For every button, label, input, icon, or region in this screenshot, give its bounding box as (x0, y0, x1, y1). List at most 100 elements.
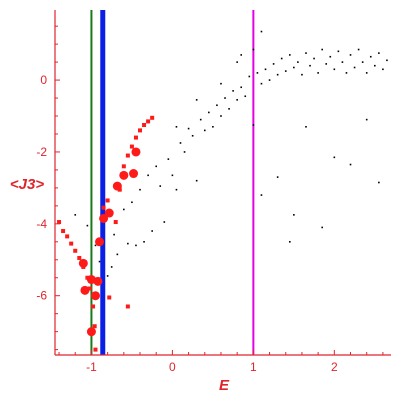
point-dot-29 (208, 111, 210, 114)
point-square-24 (107, 295, 112, 300)
point-dot-1 (86, 224, 89, 227)
point-dot-42 (264, 68, 267, 71)
point-square-3 (69, 241, 74, 246)
point-square-4 (73, 248, 78, 253)
point-circle-4 (93, 276, 103, 286)
point-circle-0 (86, 327, 96, 337)
point-circle-11 (129, 169, 139, 179)
point-dot-34 (228, 108, 230, 110)
point-dot-61 (341, 61, 344, 63)
point-dot-70 (378, 52, 380, 54)
point-dot-84 (175, 125, 178, 128)
x-tick-label-1: 0 (169, 360, 176, 374)
y-tick-label-1: -2 (36, 145, 47, 159)
point-circle-10 (119, 170, 129, 180)
point-dot-64 (353, 66, 356, 69)
point-dot-4 (106, 275, 109, 277)
point-dot-46 (280, 57, 283, 60)
point-dot-45 (276, 73, 279, 76)
point-dot-54 (313, 57, 315, 60)
point-dot-13 (143, 240, 145, 243)
point-square-0 (57, 220, 62, 225)
point-square-1 (61, 229, 66, 234)
y-tick-label-0: 0 (40, 73, 47, 87)
point-dot-0 (74, 214, 77, 216)
point-dot-53 (309, 64, 311, 67)
point-dot-7 (116, 253, 119, 256)
point-circle-1 (90, 291, 100, 301)
point-square-8 (87, 286, 92, 291)
point-dot-19 (167, 158, 170, 160)
point-dot-5 (110, 266, 113, 268)
point-dot-52 (305, 52, 307, 54)
data-points (57, 30, 388, 352)
point-dot-43 (268, 79, 271, 81)
point-dot-48 (288, 54, 291, 56)
point-circle-5 (78, 258, 88, 268)
point-dot-51 (301, 73, 303, 76)
point-dot-89 (260, 30, 263, 33)
point-dot-77 (305, 125, 307, 128)
point-dot-85 (195, 99, 198, 101)
point-dot-41 (260, 82, 263, 85)
point-circle-12 (131, 147, 141, 157)
point-dot-58 (329, 55, 332, 58)
point-dot-40 (256, 72, 259, 74)
point-circle-7 (99, 213, 109, 223)
point-dot-8 (123, 208, 125, 211)
point-dot-30 (212, 125, 214, 128)
point-dot-47 (284, 70, 287, 72)
point-dot-78 (321, 226, 323, 229)
point-dot-38 (244, 95, 247, 98)
point-dot-27 (199, 118, 202, 121)
point-dot-6 (113, 233, 115, 236)
point-circle-6 (95, 237, 105, 247)
y-tick-label-3: -6 (36, 289, 47, 303)
point-dot-90 (240, 54, 243, 56)
point-square-2 (65, 234, 70, 239)
point-square-10 (92, 324, 97, 329)
point-dot-2 (94, 244, 97, 247)
point-square-23 (150, 115, 155, 120)
x-axis-label: E (219, 377, 230, 394)
point-dot-68 (369, 55, 372, 58)
point-dot-26 (195, 179, 198, 182)
point-dot-76 (288, 240, 291, 243)
point-square-25 (125, 304, 130, 309)
point-square-22 (146, 119, 151, 124)
point-dot-10 (131, 201, 133, 204)
point-dot-39 (248, 75, 251, 78)
point-square-16 (121, 164, 126, 169)
point-dot-74 (260, 194, 263, 196)
point-circle-9 (112, 181, 122, 191)
point-dot-86 (220, 82, 222, 85)
point-square-5 (77, 255, 82, 260)
point-dot-55 (317, 72, 319, 74)
x-tick-label-2: 1 (250, 360, 257, 374)
point-dot-59 (333, 68, 336, 71)
point-dot-56 (321, 48, 323, 51)
point-dot-32 (220, 115, 222, 117)
point-dot-12 (139, 188, 141, 191)
y-tick-label-2: -4 (36, 217, 47, 231)
point-dot-75 (276, 176, 279, 178)
point-dot-67 (365, 72, 368, 74)
point-circle-2 (80, 285, 90, 295)
point-dot-37 (240, 86, 243, 89)
point-dot-49 (293, 66, 295, 69)
axes (54, 10, 391, 356)
point-square-19 (133, 135, 138, 140)
point-dot-16 (155, 165, 158, 168)
point-circle-8 (104, 208, 114, 218)
point-dot-23 (183, 151, 186, 153)
point-dot-15 (151, 230, 153, 232)
point-dot-79 (333, 156, 336, 159)
point-square-14 (113, 220, 118, 225)
point-square-20 (138, 128, 143, 133)
point-dot-63 (349, 54, 352, 56)
point-dot-50 (297, 61, 299, 63)
point-square-18 (129, 144, 134, 149)
point-dot-22 (179, 142, 182, 144)
point-dot-83 (293, 214, 295, 216)
point-dot-62 (345, 72, 348, 74)
